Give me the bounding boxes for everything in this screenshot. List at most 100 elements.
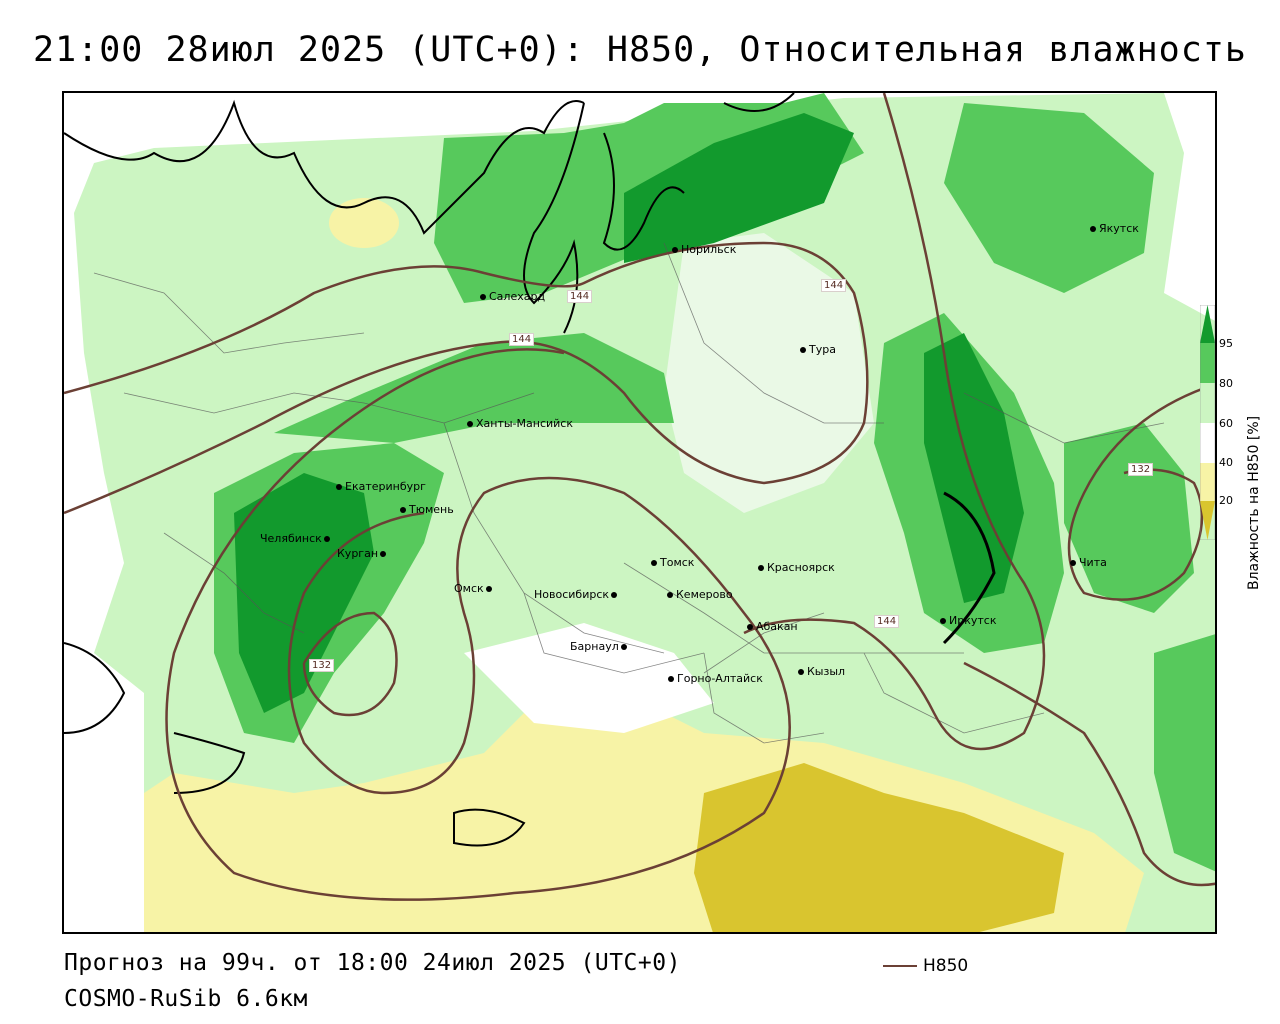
- north-very-wet: [624, 113, 854, 263]
- city-label: Чита: [1070, 557, 1107, 569]
- city-name: Иркутск: [949, 614, 997, 627]
- contour-label: 144: [509, 333, 535, 346]
- city-label: Барнаул: [570, 641, 630, 653]
- city-name: Кемерово: [676, 588, 733, 601]
- city-label: Кемерово: [667, 589, 733, 601]
- city-label: Тюмень: [400, 504, 454, 516]
- colorbar-tick: 40: [1219, 456, 1233, 469]
- contour-label: 132: [309, 659, 335, 672]
- city-label: Омск: [454, 583, 495, 595]
- city-label: Красноярск: [758, 562, 835, 574]
- city-name: Омск: [454, 582, 484, 595]
- contour-legend-label: H850: [923, 956, 969, 976]
- south-very-dry: [694, 763, 1064, 932]
- colorbar-wet: [1200, 343, 1215, 383]
- city-dot: [798, 669, 804, 675]
- city-name: Екатеринбург: [345, 480, 426, 493]
- domain-light-green: [74, 93, 1215, 932]
- contour-legend: H850: [883, 956, 968, 976]
- city-dot: [651, 560, 657, 566]
- city-dot: [672, 247, 678, 253]
- humidity-map: 144 144 144 144 132 132 Норильск Якутск …: [62, 91, 1217, 934]
- city-dot: [1070, 560, 1076, 566]
- city-name: Курган: [337, 547, 379, 560]
- baikal-very-wet: [924, 333, 1024, 603]
- city-label: Кызыл: [798, 666, 845, 678]
- city-label: Абакан: [747, 621, 798, 633]
- contour-label: 144: [567, 290, 593, 303]
- city-dot: [758, 565, 764, 571]
- city-label: Норильск: [672, 244, 736, 256]
- colorbar-tick: 80: [1219, 377, 1233, 390]
- colorbar-very-wet: [1200, 305, 1215, 343]
- central-white: [664, 233, 874, 513]
- city-dot: [1090, 226, 1096, 232]
- city-label: Челябинск: [260, 533, 333, 545]
- map-title: 21:00 28июл 2025 (UTC+0): H850, Относите…: [33, 30, 1247, 70]
- far-east-wet: [944, 103, 1154, 293]
- city-dot: [620, 644, 627, 650]
- humidity-fill: [74, 93, 1215, 932]
- west-dry-patch: [329, 198, 399, 248]
- coastlines: [64, 93, 996, 847]
- city-dot: [467, 421, 473, 427]
- city-name: Салехард: [489, 290, 546, 303]
- colorbar-tick: 20: [1219, 494, 1233, 507]
- city-label: Иркутск: [940, 615, 996, 627]
- city-name: Челябинск: [260, 532, 322, 545]
- city-dot: [668, 676, 674, 682]
- city-dot: [336, 484, 342, 490]
- city-name: Горно-Алтайск: [677, 672, 763, 685]
- city-name: Норильск: [681, 243, 737, 256]
- city-name: Новосибирск: [534, 588, 610, 601]
- map-canvas: [64, 93, 1215, 932]
- city-label: Томск: [651, 557, 694, 569]
- colorbar-dry: [1200, 463, 1215, 501]
- h850-contours: [64, 93, 1215, 901]
- city-dot: [323, 536, 330, 542]
- colorbar-title: Влажность на H850 [%]: [1246, 415, 1262, 590]
- city-dot: [747, 624, 753, 630]
- city-name: Ханты-Мансийск: [476, 417, 573, 430]
- city-label: Якутск: [1090, 223, 1139, 235]
- city-dot: [480, 294, 486, 300]
- city-name: Абакан: [756, 620, 798, 633]
- center-white-2: [464, 623, 714, 733]
- city-label: Ханты-Мансийск: [467, 418, 573, 430]
- city-dot: [940, 618, 946, 624]
- city-label: Курган: [337, 548, 389, 560]
- colorbar-mid: [1200, 423, 1215, 463]
- city-label: Тура: [800, 344, 836, 356]
- contour-label: 132: [1128, 463, 1154, 476]
- colorbar-very-dry: [1200, 501, 1215, 540]
- city-label: Екатеринбург: [336, 481, 426, 493]
- colorbar-tick: 95: [1219, 337, 1233, 350]
- city-dot: [380, 551, 387, 557]
- contour-line-swatch: [883, 965, 917, 967]
- region-boundaries: [93, 242, 1165, 744]
- colorbar-tick: 60: [1219, 417, 1233, 430]
- colorbar-moist: [1200, 383, 1215, 423]
- city-name: Кызыл: [807, 665, 846, 678]
- city-dot: [800, 347, 806, 353]
- city-name: Тура: [809, 343, 836, 356]
- city-dot: [400, 507, 406, 513]
- city-label: Новосибирск: [534, 589, 620, 601]
- city-name: Красноярск: [767, 561, 835, 574]
- city-dot: [611, 592, 618, 598]
- city-dot: [667, 592, 673, 598]
- city-name: Тюмень: [409, 503, 454, 516]
- city-name: Якутск: [1099, 222, 1139, 235]
- city-label: Салехард: [480, 291, 545, 303]
- forecast-info: Прогноз на 99ч. от 18:00 24июл 2025 (UTC…: [64, 950, 681, 976]
- se-wet: [1154, 634, 1215, 872]
- city-name: Чита: [1079, 556, 1107, 569]
- contour-label: 144: [821, 279, 847, 292]
- city-name: Барнаул: [570, 640, 619, 653]
- city-label: Горно-Алтайск: [668, 673, 763, 685]
- humidity-colorbar: [1200, 305, 1215, 540]
- city-name: Томск: [660, 556, 695, 569]
- contour-label: 144: [874, 615, 900, 628]
- west-siberia-band: [274, 333, 674, 443]
- city-dot: [485, 586, 492, 592]
